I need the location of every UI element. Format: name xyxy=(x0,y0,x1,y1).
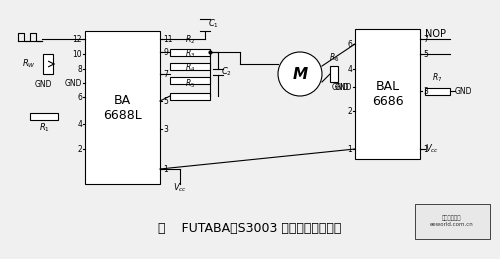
Text: BAL
6686: BAL 6686 xyxy=(372,80,404,108)
Text: GND: GND xyxy=(35,80,52,89)
Text: 8: 8 xyxy=(78,64,82,74)
Bar xyxy=(85,31,160,184)
Text: 1: 1 xyxy=(347,145,352,154)
Bar xyxy=(330,66,338,82)
Text: $R_4$: $R_4$ xyxy=(185,61,195,74)
Text: GND: GND xyxy=(64,78,82,88)
Text: $C_1$: $C_1$ xyxy=(208,18,219,30)
Text: 11: 11 xyxy=(163,34,172,44)
Text: 7: 7 xyxy=(423,34,428,44)
Text: 1: 1 xyxy=(163,164,168,174)
Text: 6: 6 xyxy=(77,92,82,102)
Text: $V_{cc}$: $V_{cc}$ xyxy=(425,143,439,155)
Bar xyxy=(170,48,210,55)
Text: 2: 2 xyxy=(347,106,352,116)
Text: NOP: NOP xyxy=(425,29,446,39)
Text: $R_6$: $R_6$ xyxy=(329,52,339,64)
Text: BA
6688L: BA 6688L xyxy=(103,93,142,121)
Text: 2: 2 xyxy=(78,145,82,154)
Text: 电子工程世界
eeworld.com.cn: 电子工程世界 eeworld.com.cn xyxy=(430,215,474,227)
Bar xyxy=(415,204,490,239)
Bar xyxy=(170,92,210,99)
Text: GND: GND xyxy=(331,83,349,91)
Text: 1: 1 xyxy=(423,145,428,154)
Text: 7: 7 xyxy=(163,69,168,78)
Text: $R_1$: $R_1$ xyxy=(38,121,50,133)
Bar xyxy=(43,54,53,74)
Text: $R_W$: $R_W$ xyxy=(22,58,36,70)
Text: $R_2$: $R_2$ xyxy=(185,33,195,46)
Text: 10: 10 xyxy=(72,49,82,59)
Text: 5: 5 xyxy=(423,49,428,59)
Text: 5: 5 xyxy=(163,97,168,105)
Text: 3: 3 xyxy=(163,125,168,133)
Bar xyxy=(355,29,420,159)
Text: $R_3$: $R_3$ xyxy=(185,47,195,60)
Text: 图    FUTABA－S3003 型舵机的内部电路: 图 FUTABA－S3003 型舵机的内部电路 xyxy=(158,222,342,235)
Text: $R_7$: $R_7$ xyxy=(432,71,442,84)
Text: 12: 12 xyxy=(72,34,82,44)
Text: $C_2$: $C_2$ xyxy=(221,66,232,78)
Text: 4: 4 xyxy=(347,64,352,74)
Circle shape xyxy=(278,52,322,96)
Bar xyxy=(30,112,58,119)
Text: 9: 9 xyxy=(163,47,168,56)
Text: GND: GND xyxy=(334,83,352,91)
Text: $R_5$: $R_5$ xyxy=(185,77,195,90)
Text: 4: 4 xyxy=(77,119,82,128)
Text: 3: 3 xyxy=(423,87,428,96)
Text: $V_{cc}$: $V_{cc}$ xyxy=(173,181,187,193)
Bar xyxy=(425,88,450,95)
Text: 6: 6 xyxy=(347,40,352,48)
Bar xyxy=(170,62,210,69)
Bar xyxy=(170,76,210,83)
Text: GND: GND xyxy=(455,87,472,96)
Text: M: M xyxy=(292,67,308,82)
